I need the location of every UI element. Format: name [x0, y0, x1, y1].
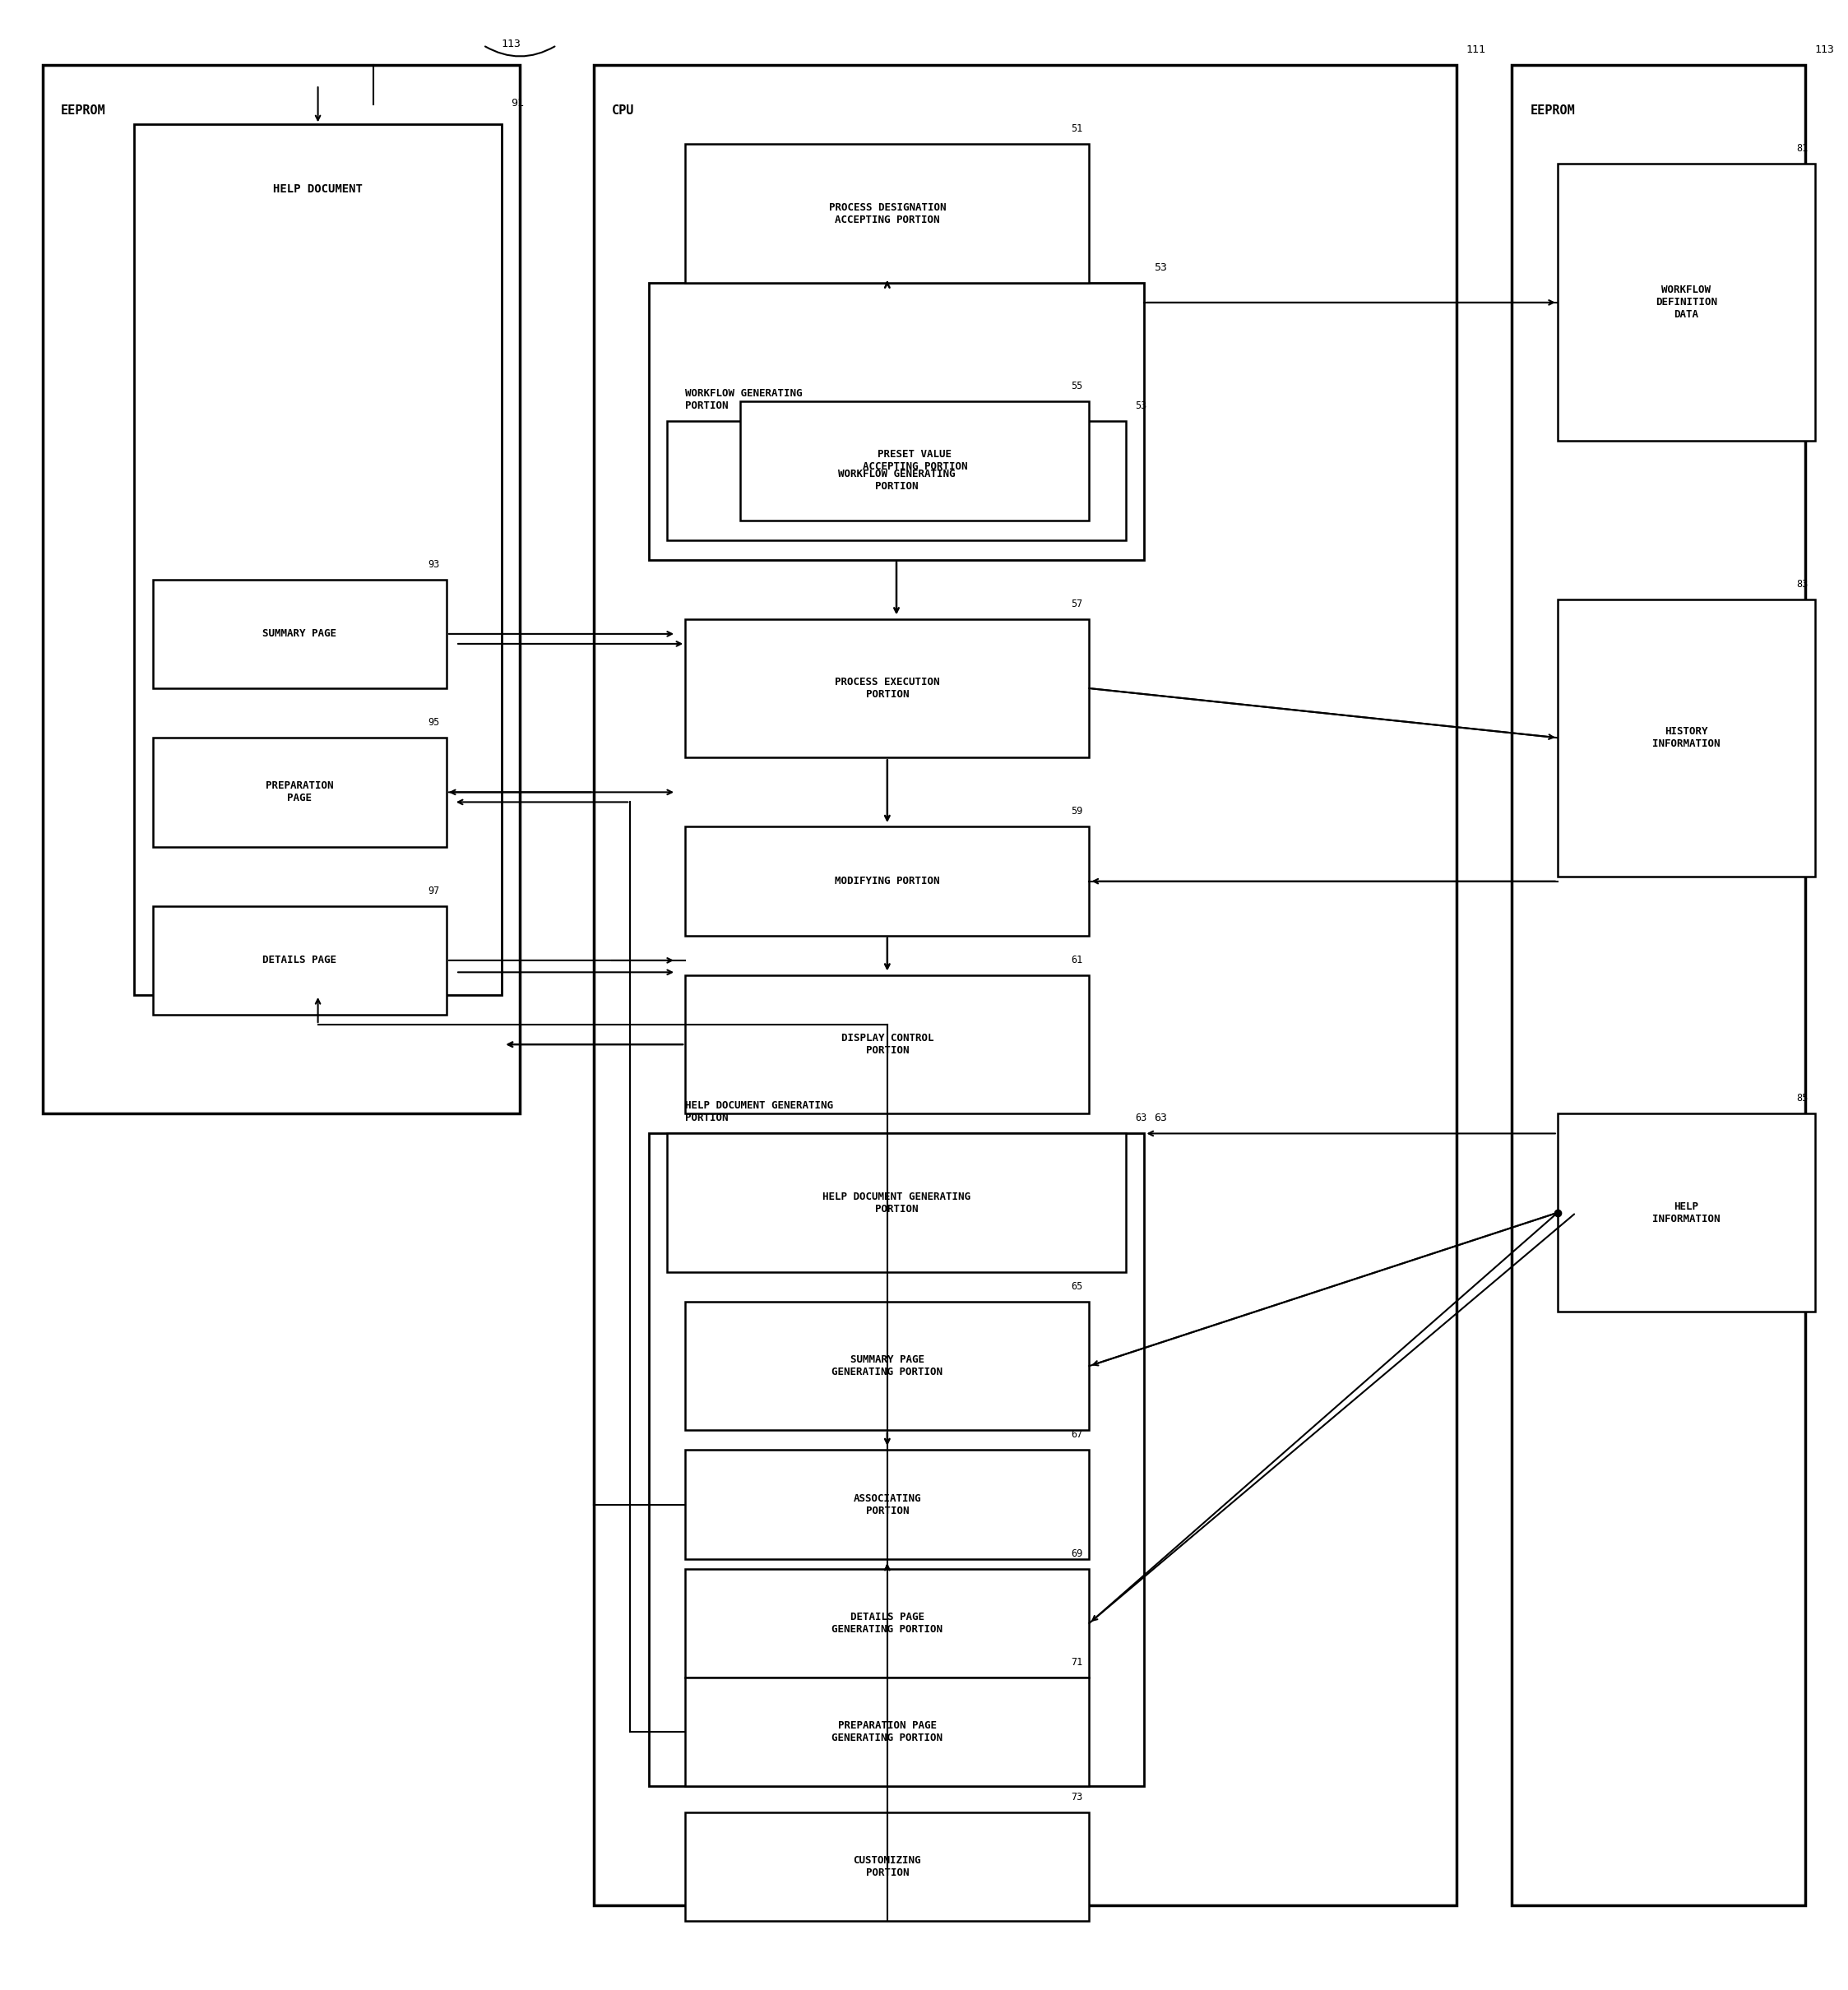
Text: 91: 91 — [510, 98, 525, 109]
FancyBboxPatch shape — [741, 402, 1088, 519]
FancyBboxPatch shape — [686, 975, 1088, 1114]
Text: 61: 61 — [1072, 955, 1083, 965]
Text: HISTORY
INFORMATION: HISTORY INFORMATION — [1652, 726, 1720, 750]
FancyBboxPatch shape — [686, 1813, 1088, 1920]
Text: 53: 53 — [1135, 400, 1148, 412]
Text: 73: 73 — [1072, 1791, 1083, 1803]
Text: 85: 85 — [1796, 1093, 1807, 1104]
Text: 95: 95 — [429, 716, 440, 728]
FancyBboxPatch shape — [649, 283, 1144, 559]
Text: HELP DOCUMENT GENERATING
PORTION: HELP DOCUMENT GENERATING PORTION — [686, 1100, 833, 1124]
Text: WORKFLOW
DEFINITION
DATA: WORKFLOW DEFINITION DATA — [1656, 285, 1717, 320]
Text: 93: 93 — [429, 559, 440, 569]
Text: 69: 69 — [1072, 1548, 1083, 1558]
Text: DETAILS PAGE: DETAILS PAGE — [262, 955, 336, 965]
FancyBboxPatch shape — [686, 1301, 1088, 1431]
FancyBboxPatch shape — [153, 738, 447, 846]
Text: PROCESS DESIGNATION
ACCEPTING PORTION: PROCESS DESIGNATION ACCEPTING PORTION — [828, 201, 946, 225]
Text: PREPARATION
PAGE: PREPARATION PAGE — [266, 780, 333, 804]
FancyBboxPatch shape — [153, 905, 447, 1015]
Text: SUMMARY PAGE: SUMMARY PAGE — [262, 629, 336, 639]
FancyBboxPatch shape — [686, 826, 1088, 935]
Text: PREPARATION PAGE
GENERATING PORTION: PREPARATION PAGE GENERATING PORTION — [832, 1721, 942, 1743]
Text: WORKFLOW GENERATING
PORTION: WORKFLOW GENERATING PORTION — [837, 470, 955, 492]
Text: 71: 71 — [1072, 1658, 1083, 1668]
FancyBboxPatch shape — [43, 66, 519, 1114]
Text: MODIFYING PORTION: MODIFYING PORTION — [835, 876, 939, 888]
Text: PROCESS EXECUTION
PORTION: PROCESS EXECUTION PORTION — [835, 677, 939, 700]
Text: 65: 65 — [1072, 1282, 1083, 1292]
FancyBboxPatch shape — [667, 1134, 1125, 1272]
Text: EEPROM: EEPROM — [1530, 105, 1574, 117]
Text: EEPROM: EEPROM — [61, 105, 105, 117]
FancyBboxPatch shape — [667, 422, 1125, 539]
Text: ASSOCIATING
PORTION: ASSOCIATING PORTION — [854, 1492, 920, 1516]
FancyBboxPatch shape — [686, 1678, 1088, 1787]
FancyBboxPatch shape — [1558, 599, 1815, 876]
Text: 57: 57 — [1072, 599, 1083, 609]
Text: HELP
INFORMATION: HELP INFORMATION — [1652, 1202, 1720, 1224]
FancyBboxPatch shape — [686, 143, 1088, 283]
FancyBboxPatch shape — [135, 125, 501, 995]
Text: 59: 59 — [1072, 806, 1083, 818]
FancyBboxPatch shape — [1558, 1114, 1815, 1311]
Text: 83: 83 — [1796, 579, 1807, 589]
FancyBboxPatch shape — [1558, 163, 1815, 442]
Text: 113: 113 — [501, 38, 521, 50]
Text: 51: 51 — [1072, 123, 1083, 133]
Text: SUMMARY PAGE
GENERATING PORTION: SUMMARY PAGE GENERATING PORTION — [832, 1355, 942, 1377]
Text: 53: 53 — [1153, 263, 1166, 273]
Text: 113: 113 — [1815, 44, 1835, 56]
Text: PRESET VALUE
ACCEPTING PORTION: PRESET VALUE ACCEPTING PORTION — [863, 450, 967, 472]
FancyBboxPatch shape — [686, 619, 1088, 758]
Text: DISPLAY CONTROL
PORTION: DISPLAY CONTROL PORTION — [841, 1033, 933, 1057]
FancyBboxPatch shape — [593, 66, 1456, 1904]
FancyBboxPatch shape — [153, 579, 447, 689]
Text: WORKFLOW GENERATING
PORTION: WORKFLOW GENERATING PORTION — [686, 388, 802, 412]
Text: 67: 67 — [1072, 1429, 1083, 1441]
Text: 55: 55 — [1072, 380, 1083, 392]
Text: 111: 111 — [1465, 44, 1486, 56]
Text: 81: 81 — [1796, 143, 1807, 153]
Text: 97: 97 — [429, 886, 440, 896]
FancyBboxPatch shape — [649, 1134, 1144, 1787]
Text: CUSTOMIZING
PORTION: CUSTOMIZING PORTION — [854, 1855, 920, 1879]
Text: CPU: CPU — [612, 105, 634, 117]
FancyBboxPatch shape — [1512, 66, 1805, 1904]
Text: HELP DOCUMENT GENERATING
PORTION: HELP DOCUMENT GENERATING PORTION — [822, 1192, 970, 1214]
Text: DETAILS PAGE
GENERATING PORTION: DETAILS PAGE GENERATING PORTION — [832, 1612, 942, 1634]
Text: 63: 63 — [1153, 1112, 1166, 1124]
FancyBboxPatch shape — [686, 1568, 1088, 1678]
Text: 63: 63 — [1135, 1112, 1148, 1124]
FancyBboxPatch shape — [686, 1451, 1088, 1558]
Text: HELP DOCUMENT: HELP DOCUMENT — [274, 183, 362, 195]
